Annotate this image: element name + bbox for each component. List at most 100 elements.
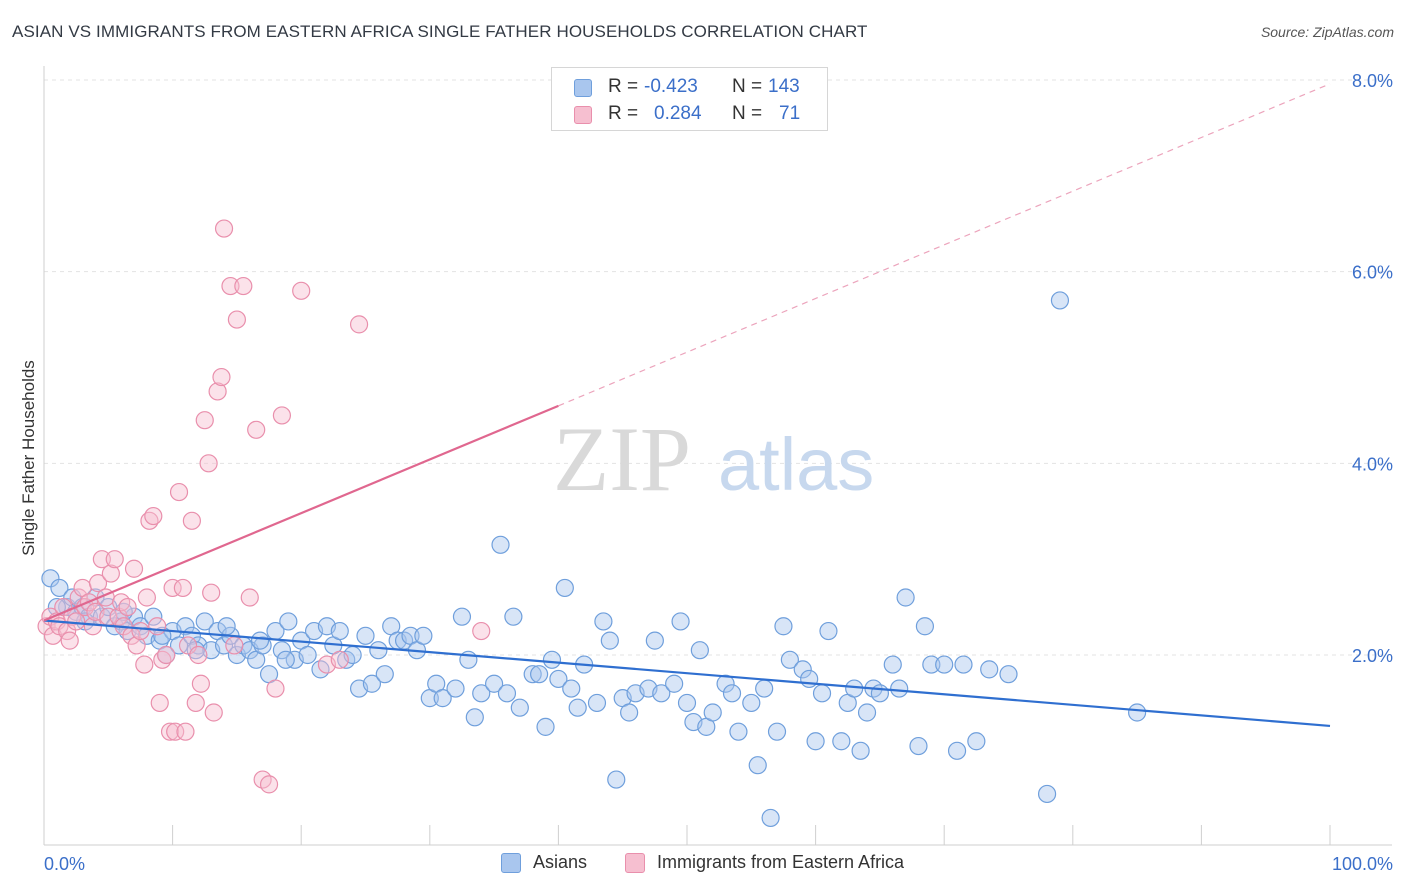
asians-point <box>510 698 529 717</box>
asians-point <box>806 732 825 751</box>
immigrants-point <box>148 617 167 636</box>
y-tick-label: 4.0% <box>1352 454 1393 474</box>
asians-point <box>722 684 742 703</box>
asians-point <box>414 626 433 645</box>
immigrants-point <box>247 420 266 439</box>
immigrants-point <box>173 578 192 598</box>
asians-point <box>356 626 375 645</box>
asians-point <box>748 756 767 775</box>
immigrants-point <box>135 655 154 674</box>
r-label: R = <box>608 76 639 97</box>
immigrants-point <box>105 550 124 569</box>
immigrants-point <box>88 574 108 593</box>
asians-point <box>819 621 838 641</box>
immigrants-point <box>60 631 79 650</box>
immigrants-trend-line <box>43 404 559 622</box>
asians-point <box>915 617 935 636</box>
immigrants-point <box>186 693 205 713</box>
asians-point <box>883 655 902 674</box>
asians-point <box>491 535 510 554</box>
asians-point <box>620 703 639 722</box>
asians-point <box>1127 703 1147 722</box>
asians-point <box>774 617 793 636</box>
watermark: ZIP atlas <box>553 408 874 510</box>
asians-swatch <box>574 79 592 97</box>
immigrants-point <box>208 382 227 401</box>
immigrants-legend-swatch <box>625 853 645 873</box>
immigrants-point <box>189 645 208 665</box>
immigrants-point <box>169 482 189 502</box>
asians-point <box>665 674 684 693</box>
immigrants-point <box>166 722 185 741</box>
asians-point <box>671 612 690 631</box>
immigrants-point <box>157 645 176 665</box>
immigrants-point <box>259 775 279 794</box>
stats-legend: R = -0.423 N = 143 R = 0.284 N = 71 <box>551 67 828 131</box>
tick-labels: 2.0% 4.0% 6.0% 8.0% 0.0% 100.0% <box>44 71 1393 874</box>
asians-point <box>761 808 780 828</box>
immigrants-point <box>131 621 150 641</box>
asians-point <box>967 732 986 751</box>
asians-point <box>549 669 568 689</box>
asians-point <box>1037 784 1057 804</box>
asians-point <box>298 645 317 665</box>
immigrants-point <box>101 564 120 583</box>
y-tick-label: 8.0% <box>1352 71 1393 91</box>
x-tick-label: 0.0% <box>44 854 85 874</box>
asians-point <box>433 689 452 708</box>
immigrants-point <box>150 693 169 713</box>
r-value: 0.284 <box>654 103 702 124</box>
asians-point <box>851 741 870 760</box>
r-value: -0.423 <box>644 76 698 97</box>
asians-point <box>530 665 549 684</box>
asians-point <box>555 578 574 598</box>
immigrants-point <box>163 578 182 598</box>
series-asians <box>41 291 1147 828</box>
asians-point <box>755 679 774 698</box>
immigrants-point <box>204 703 223 722</box>
asians-point <box>504 607 523 626</box>
asians-point <box>542 650 562 669</box>
asians-point <box>536 717 555 736</box>
asians-point <box>716 674 735 693</box>
n-value: 143 <box>768 76 800 97</box>
trend-lines <box>43 83 1331 728</box>
asians-point <box>645 631 664 650</box>
asians-point <box>176 617 195 636</box>
source-label: Source: ZipAtlas.com <box>1260 24 1394 40</box>
immigrants-point <box>225 636 244 655</box>
asians-point <box>253 636 272 655</box>
asians-point <box>793 660 812 679</box>
asians-point <box>935 655 954 674</box>
asians-point <box>446 679 465 698</box>
immigrants-point <box>349 315 369 334</box>
asians-point <box>276 650 295 669</box>
immigrants-swatch <box>574 106 592 124</box>
n-label: N = <box>732 103 763 124</box>
n-value: 71 <box>779 103 801 124</box>
asians-point <box>279 612 298 631</box>
immigrants-point <box>137 588 156 607</box>
immigrants-point <box>118 597 137 617</box>
immigrants-point <box>227 310 246 329</box>
asians-point <box>999 665 1018 684</box>
immigrants-point <box>191 674 210 693</box>
immigrants-point <box>202 583 221 602</box>
immigrants-point <box>124 559 144 578</box>
immigrants-point <box>182 511 201 530</box>
asians-point <box>594 612 613 631</box>
immigrants-point <box>127 636 146 655</box>
immigrants-point <box>176 722 195 741</box>
asians-trend-line <box>43 619 1331 728</box>
immigrants-point <box>330 650 349 669</box>
asians-legend-label: Asians <box>533 852 588 872</box>
asians-point <box>472 684 491 703</box>
grid-lines <box>44 79 1392 656</box>
asians-point <box>954 655 973 674</box>
asians-point <box>214 636 234 655</box>
immigrants-point <box>272 406 292 425</box>
asians-point <box>568 698 587 717</box>
asians-point <box>195 612 214 631</box>
asians-point <box>362 674 382 693</box>
y-axis-label: Single Father Households <box>19 360 38 556</box>
